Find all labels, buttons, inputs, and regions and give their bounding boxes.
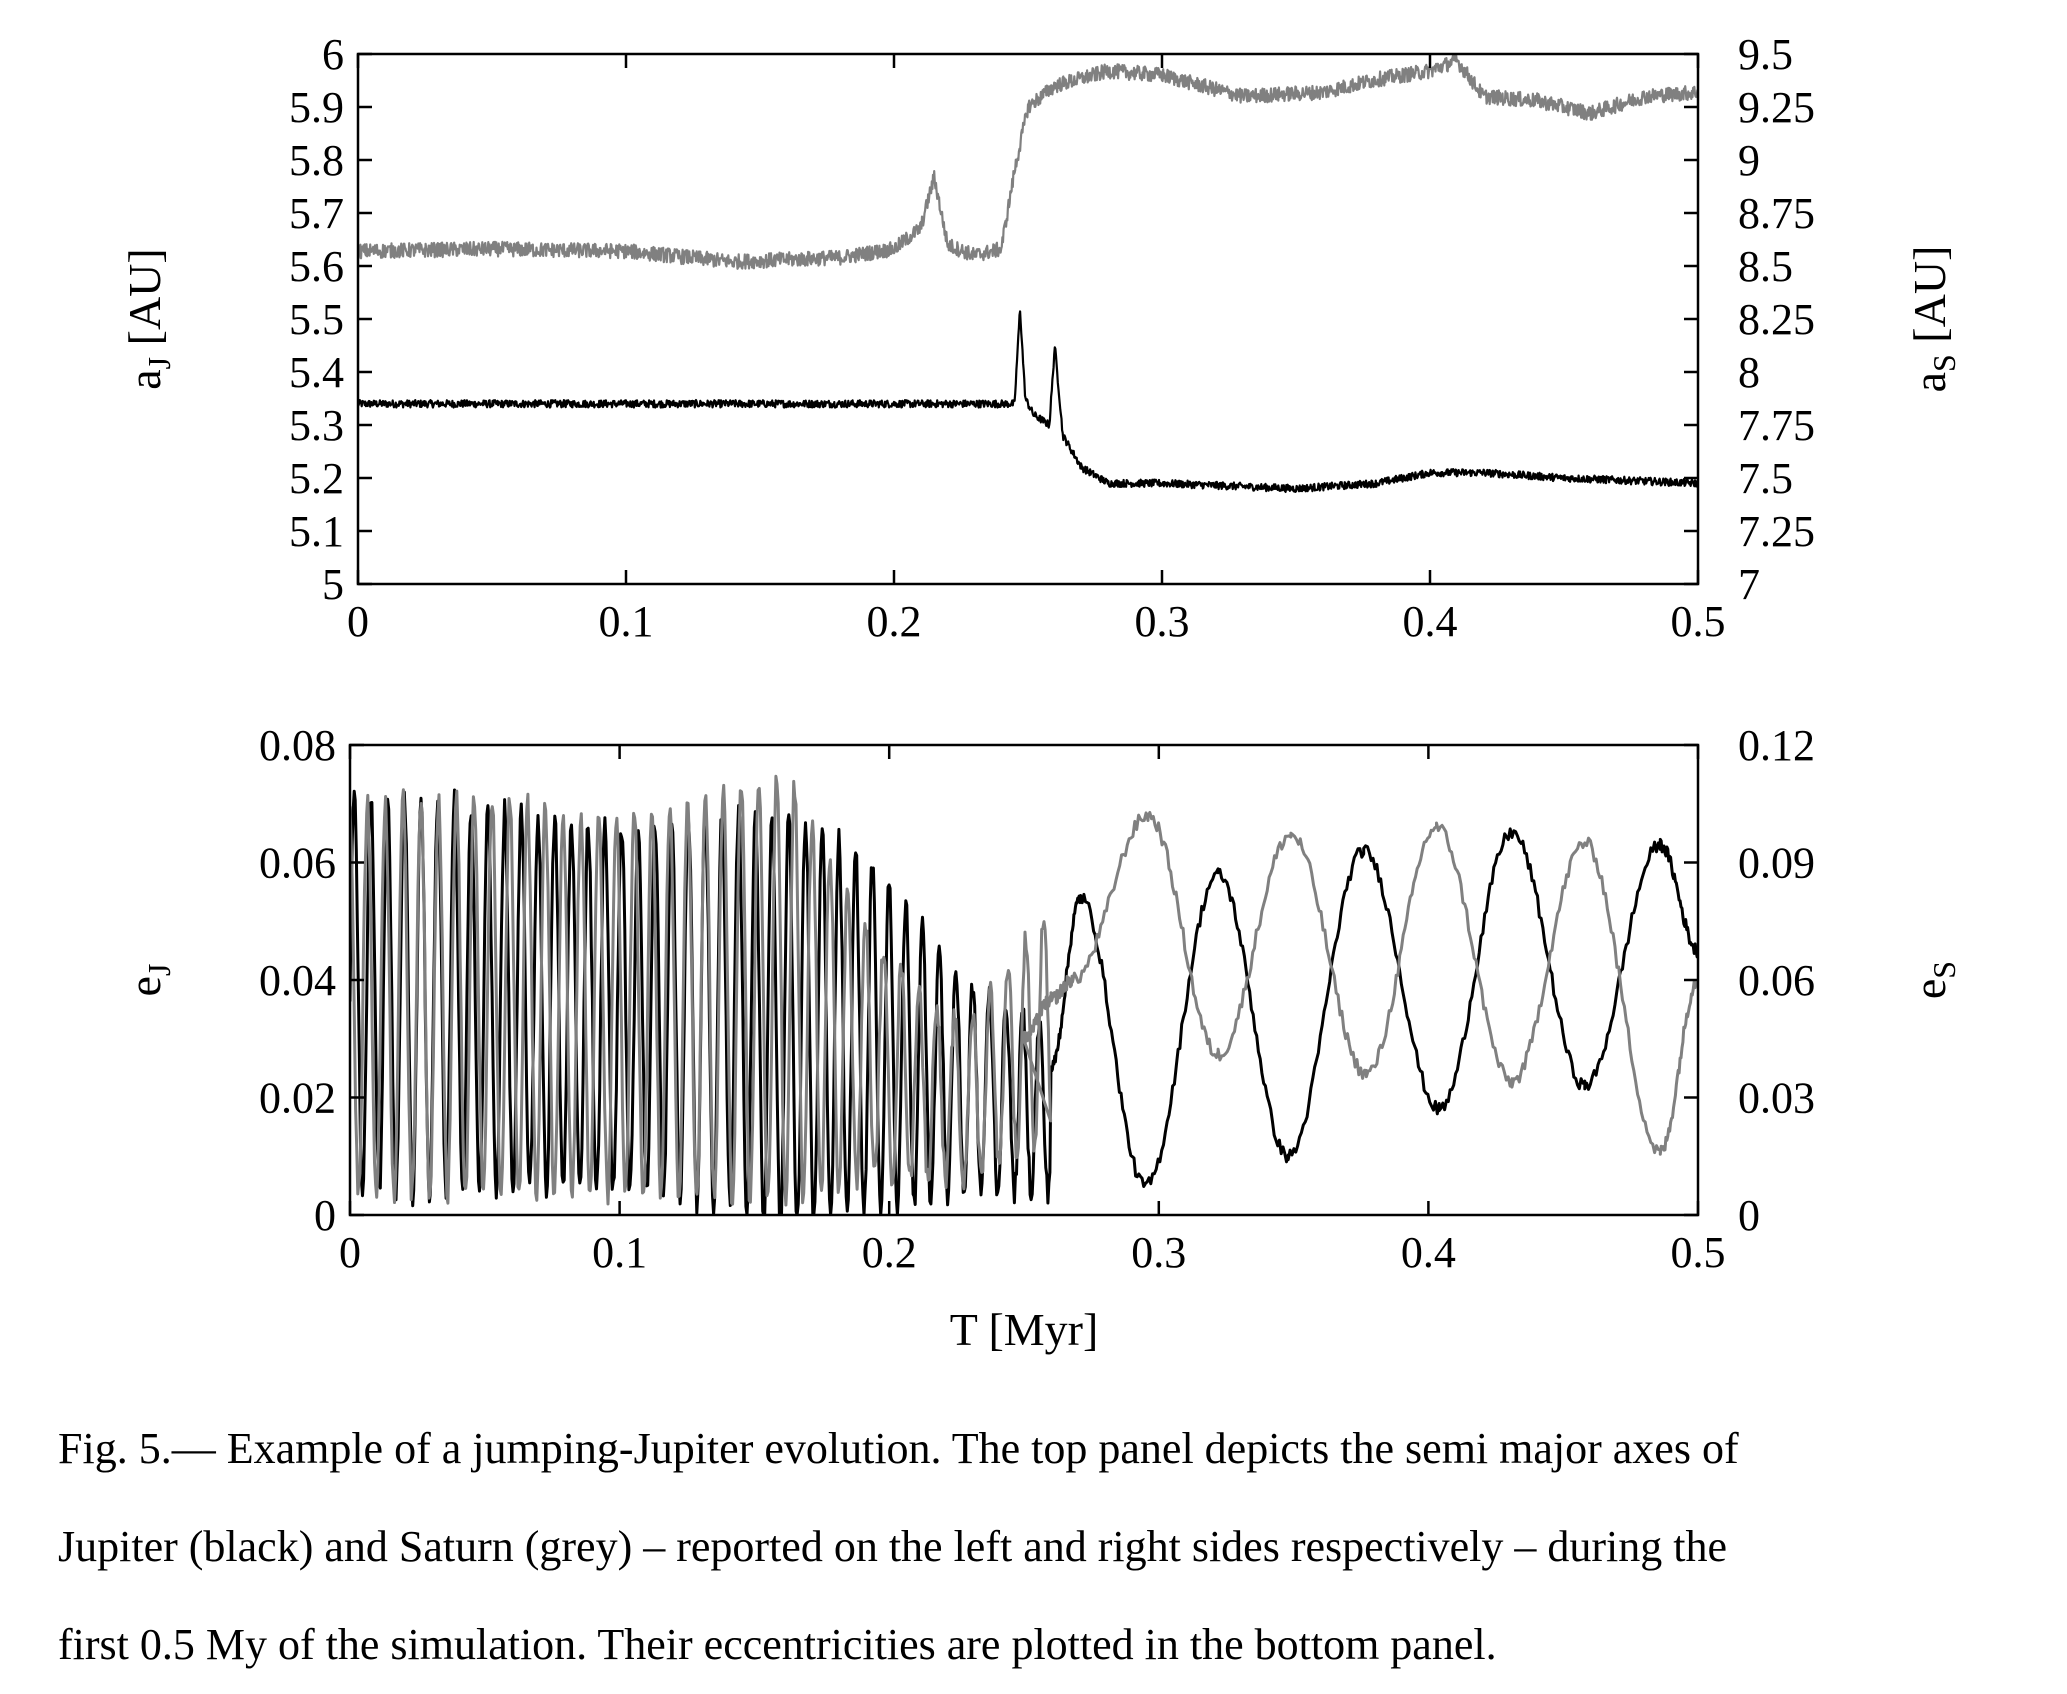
y-tick-label-left: 5.5	[289, 295, 344, 344]
y-tick-label-left: 6	[322, 30, 344, 79]
y-axis-label-left: eJ	[119, 964, 177, 997]
x-tick-label: 0.5	[1671, 1228, 1726, 1277]
caption-line-2: Jupiter (black) and Saturn (grey) – repo…	[58, 1522, 1728, 1571]
y-tick-label-right: 7.75	[1738, 401, 1815, 450]
series-line-jupiter	[350, 788, 1698, 1215]
y-tick-label-right: 0.09	[1738, 839, 1815, 888]
y-axis-label-right: eS	[1904, 961, 1962, 999]
y-tick-label-left: 5.4	[289, 348, 344, 397]
series-group	[358, 54, 1698, 493]
figure: 0 0.1 0.2 0.3 0.4 0.555.15.25.35.45.55.65.75.…	[119, 30, 1962, 1355]
series-line-saturn	[358, 54, 1698, 270]
y-tick-label-left: 0.08	[259, 721, 336, 770]
y-tick-label-left: 5	[322, 560, 344, 609]
y-tick-label-right: 7.5	[1738, 454, 1793, 503]
figure-caption: Fig. 5.— Example of a jumping-Jupiter ev…	[58, 1400, 2018, 1694]
x-tick-label: 0.1	[592, 1228, 647, 1277]
x-tick-label: 0.1	[599, 597, 654, 646]
y-tick-label-right: 8.75	[1738, 189, 1815, 238]
caption-line-3: first 0.5 My of the simulation. Their ec…	[58, 1620, 1497, 1669]
series-line-jupiter	[358, 310, 1698, 493]
y-tick-label-right: 8.5	[1738, 242, 1793, 291]
x-tick-label: 0.3	[1135, 597, 1190, 646]
series-line-saturn	[350, 774, 1698, 1207]
y-tick-label-left: 5.9	[289, 83, 344, 132]
y-tick-label-right: 0.03	[1738, 1074, 1815, 1123]
y-tick-label-left: 5.7	[289, 189, 344, 238]
y-tick-label-left: 5.3	[289, 401, 344, 450]
series-group	[350, 774, 1698, 1215]
y-tick-label-left: 5.1	[289, 507, 344, 556]
x-tick-label: 0.5	[1671, 597, 1726, 646]
y-tick-label-left: 5.8	[289, 136, 344, 185]
plot-frame	[356, 52, 1700, 586]
x-tick-label: 0	[339, 1228, 361, 1277]
y-tick-label-right: 0.12	[1738, 721, 1815, 770]
y-tick-label-left: 0.02	[259, 1074, 336, 1123]
x-tick-label: 0.4	[1403, 597, 1458, 646]
y-tick-label-right: 7.25	[1738, 507, 1815, 556]
y-tick-label-left: 0.06	[259, 839, 336, 888]
x-tick-label: 0.3	[1131, 1228, 1186, 1277]
y-tick-label-right: 7	[1738, 560, 1760, 609]
bottom-panel: 0 0.1 0.2 0.3 0.4 0.500.020.040.060.0800.030.…	[119, 721, 1962, 1355]
y-tick-label-right: 8.25	[1738, 295, 1815, 344]
y-tick-label-left: 5.6	[289, 242, 344, 291]
y-tick-label-left: 0	[314, 1191, 336, 1240]
y-tick-label-right: 9.25	[1738, 83, 1815, 132]
y-tick-label-right: 8	[1738, 348, 1760, 397]
y-tick-label-right: 0.06	[1738, 956, 1815, 1005]
y-tick-label-right: 9.5	[1738, 30, 1793, 79]
y-tick-label-left: 5.2	[289, 454, 344, 503]
y-tick-label-right: 0	[1738, 1191, 1760, 1240]
y-axis-label-right: aS [AU]	[1904, 246, 1962, 393]
x-tick-label: 0.2	[867, 597, 922, 646]
y-axis-label-left: aJ [AU]	[119, 248, 177, 389]
x-tick-label: 0.2	[862, 1228, 917, 1277]
caption-line-1: Fig. 5.— Example of a jumping-Jupiter ev…	[58, 1424, 1739, 1473]
top-panel: 0 0.1 0.2 0.3 0.4 0.555.15.25.35.45.55.65.75.…	[119, 30, 1962, 646]
x-tick-label: 0.4	[1401, 1228, 1456, 1277]
x-axis-label: T [Myr]	[950, 1304, 1099, 1355]
y-tick-label-right: 9	[1738, 136, 1760, 185]
x-tick-label: 0	[347, 597, 369, 646]
y-tick-label-left: 0.04	[259, 956, 336, 1005]
